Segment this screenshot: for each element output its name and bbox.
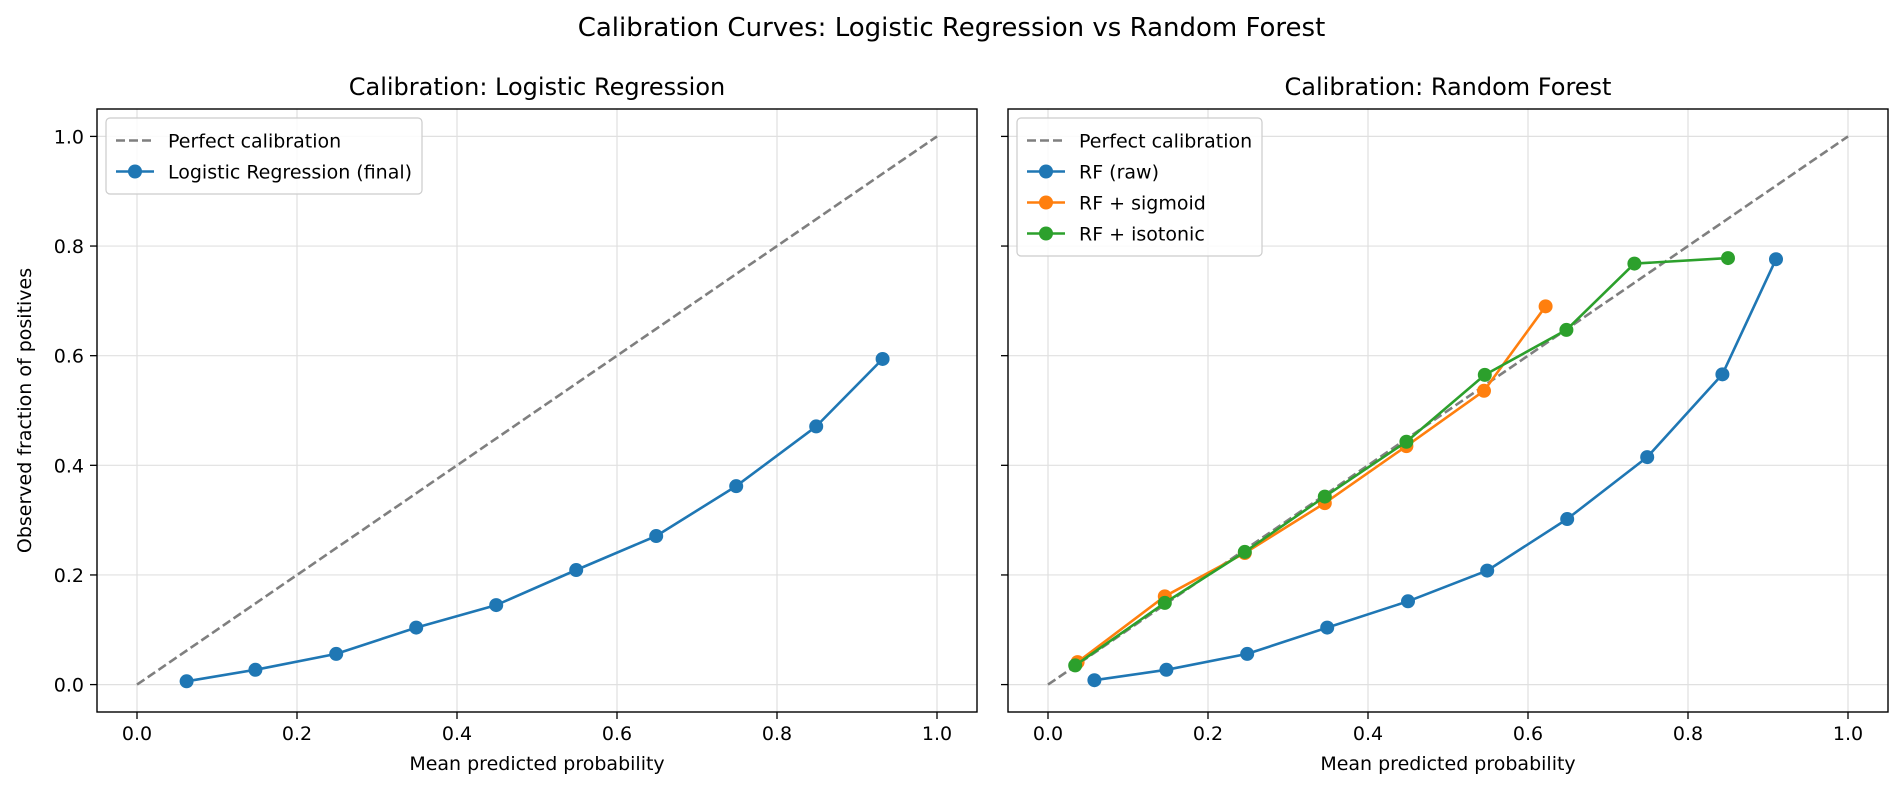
p0-y-tick-label-5: 1.0 xyxy=(54,126,84,148)
p1-x-tick-label-0: 0.0 xyxy=(1033,723,1063,745)
figure-suptitle: Calibration Curves: Logistic Regression … xyxy=(578,13,1326,43)
p0-series-logistic-regression-final-point-5 xyxy=(569,563,584,578)
p0-series-logistic-regression-final-line xyxy=(185,357,884,683)
p1-series-rf-isotonic-point-7 xyxy=(1627,256,1642,271)
chart-panel-random-forest: 0.0 0.2 0.4 0.6 0.8 1.0 Calibration: Random Fo… xyxy=(1001,73,1889,775)
p0-x-tick-label-4: 0.8 xyxy=(762,723,792,745)
p1-x-tick-label-5: 1.0 xyxy=(1833,723,1863,745)
p1-x-tick-label-3: 0.6 xyxy=(1513,723,1543,745)
p0-x-tick-label-1: 0.2 xyxy=(282,723,312,745)
p1-legend-frame xyxy=(1016,117,1263,257)
p1-series-rf-raw-point-2 xyxy=(1240,646,1255,661)
p1-chart-title: Calibration: Random Forest xyxy=(1285,73,1612,101)
p1-series-rf-isotonic-point-4 xyxy=(1399,434,1414,449)
p0-x-tick-label-2: 0.4 xyxy=(442,723,472,745)
p0-series-logistic-regression-final-point-0 xyxy=(179,674,194,689)
p0-series-logistic-regression-final-point-8 xyxy=(809,419,824,434)
p0-legend: Perfect calibration Logistic Regression (… xyxy=(105,117,423,195)
p1-axes-frame xyxy=(1007,108,1889,713)
p1-legend-marker-rf-raw xyxy=(1039,164,1053,179)
p0-x-tick-label-3: 0.6 xyxy=(602,723,632,745)
p1-legend-label-perfect-calibration: Perfect calibration xyxy=(1079,131,1252,153)
p1-series-rf-isotonic-point-5 xyxy=(1477,367,1492,382)
p1-series-rf-raw-point-8 xyxy=(1715,367,1730,382)
p1-series-rf-raw-point-0 xyxy=(1087,673,1102,688)
p0-series-logistic-regression-final-point-3 xyxy=(409,620,424,635)
p1-series-rf-raw-point-4 xyxy=(1401,594,1415,609)
p1-legend: Perfect calibration RF (raw) RF + sigmoid R… xyxy=(1016,117,1263,257)
p1-series-rf-isotonic-point-1 xyxy=(1157,595,1172,610)
p0-legend-marker-logistic-regression-final xyxy=(128,164,142,179)
p1-series-rf-raw-point-5 xyxy=(1480,563,1495,578)
p0-y-tick-label-2: 0.4 xyxy=(54,455,84,477)
p1-series-rf-isotonic-point-6 xyxy=(1559,322,1574,337)
p1-series-rf-sigmoid-point-5 xyxy=(1477,383,1491,398)
p1-legend-marker-rf-isotonic xyxy=(1039,226,1053,241)
p0-series-logistic-regression-final-point-2 xyxy=(329,646,344,661)
p0-y-tick-label-0: 0.0 xyxy=(54,675,84,697)
p1-legend-marker-rf-sigmoid xyxy=(1039,195,1053,210)
p0-series-perfect-calibration-line xyxy=(136,135,938,686)
chart-panel-logistic-regression: 0.0 0.2 0.4 0.6 0.8 1.0 0.0 0.2 0.4 0.6 0.8 1.0 Cali… xyxy=(14,73,978,775)
p1-legend-label-rf-raw: RF (raw) xyxy=(1079,162,1159,184)
p1-series-rf-sigmoid-point-6 xyxy=(1538,299,1553,314)
p0-series-logistic-regression-final-point-7 xyxy=(729,479,744,494)
p1-series-rf-raw-point-9 xyxy=(1769,252,1783,267)
p1-series-rf-raw-point-3 xyxy=(1320,620,1335,635)
p0-series-logistic-regression-final-point-9 xyxy=(875,351,890,366)
p1-series-rf-raw-point-6 xyxy=(1560,512,1575,527)
p0-x-tick-label-5: 1.0 xyxy=(922,723,952,745)
p1-legend-label-rf-sigmoid: RF + sigmoid xyxy=(1079,193,1206,215)
p0-chart-title: Calibration: Logistic Regression xyxy=(349,73,726,101)
p1-legend-label-rf-isotonic: RF + isotonic xyxy=(1079,224,1205,246)
p1-series-rf-isotonic-point-8 xyxy=(1721,251,1735,266)
p0-y-tick-label-4: 0.8 xyxy=(54,236,84,258)
p1-x-tick-label-1: 0.2 xyxy=(1193,723,1223,745)
p1-series-rf-raw-line xyxy=(1093,257,1778,682)
p0-y-axis-label: Observed fraction of positives xyxy=(14,268,36,553)
p0-x-tick-label-0: 0.0 xyxy=(122,723,152,745)
p0-legend-frame xyxy=(105,117,423,195)
p0-x-axis-label: Mean predicted probability xyxy=(409,753,664,775)
p0-legend-label-logistic-regression-final: Logistic Regression (final) xyxy=(168,162,412,184)
p1-series-rf-isotonic-point-2 xyxy=(1237,544,1252,559)
p1-x-tick-label-2: 0.4 xyxy=(1353,723,1383,745)
p0-axes-frame xyxy=(96,108,978,713)
p0-series-logistic-regression-final-point-6 xyxy=(649,529,664,544)
p0-y-tick-label-1: 0.2 xyxy=(54,565,84,587)
p1-x-axis-label: Mean predicted probability xyxy=(1320,753,1575,775)
p1-series-rf-isotonic-point-0 xyxy=(1068,658,1083,673)
p1-series-rf-raw-point-7 xyxy=(1640,450,1655,465)
p1-series-rf-isotonic-point-3 xyxy=(1317,489,1332,504)
p0-y-tick-label-3: 0.6 xyxy=(54,346,84,368)
p1-series-rf-raw-point-1 xyxy=(1159,662,1174,677)
p0-series-logistic-regression-final-point-4 xyxy=(489,598,504,613)
p1-x-tick-label-4: 0.8 xyxy=(1673,723,1703,745)
p0-legend-label-perfect-calibration: Perfect calibration xyxy=(168,131,341,153)
p0-series-logistic-regression-final-point-1 xyxy=(248,662,263,677)
